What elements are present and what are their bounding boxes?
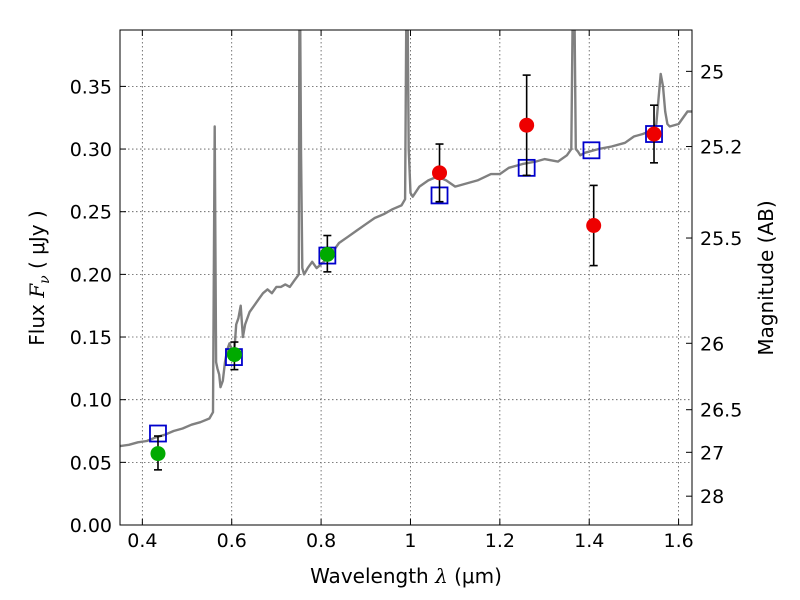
y-right-tick-label: 28: [700, 486, 724, 508]
y-axis-title-symbol: F: [25, 283, 49, 299]
y-tick-label: 0.15: [70, 327, 112, 349]
nir-detection-point: [519, 117, 535, 133]
x-axis-title-prefix: Wavelength: [310, 564, 435, 588]
y-right-tick-label: 26.5: [700, 400, 742, 422]
x-tick-label: 1.2: [485, 530, 515, 552]
y-axis-title-subscript: ν: [37, 275, 53, 284]
y-tick-label: 0.00: [70, 515, 112, 537]
y-axis-title-prefix: Flux: [25, 298, 49, 346]
x-tick-label: 0.6: [217, 530, 247, 552]
y-tick-label: 0.30: [70, 139, 112, 161]
x-axis-title-units: (μm): [448, 564, 502, 588]
y-right-tick-label: 26: [700, 333, 724, 355]
y-tick-label: 0.35: [70, 76, 112, 98]
marker-layer: [149, 74, 663, 471]
optical-detection-point: [150, 446, 166, 462]
optical-detection-point: [319, 246, 335, 262]
y-right-tick-label: 25.2: [700, 137, 742, 159]
y-tick-label: 0.20: [70, 264, 112, 286]
x-tick-label: 0.8: [306, 530, 336, 552]
x-tick-label: 1: [404, 530, 416, 552]
axis-layer: 0.4 0.6 0.8 1 1.2 1.4 1.6 0.00 0.05 0.10 0.15 0.20 0…: [70, 30, 742, 552]
model-photometry-square: [582, 141, 601, 160]
x-tick-label: 1.6: [663, 530, 693, 552]
y-tick-label: 0.10: [70, 390, 112, 412]
nir-detection-point: [646, 126, 662, 142]
optical-detection-point: [226, 347, 242, 363]
y-right-axis-title: Magnitude (AB): [754, 200, 778, 355]
y-right-tick-label: 25: [700, 61, 724, 83]
x-axis-title: Wavelength λ (μm): [310, 564, 502, 588]
y-axis-title: Flux Fν ( μJy ): [25, 210, 53, 345]
y-right-tick-label: 25.5: [700, 228, 742, 250]
nir-detection-point: [586, 217, 602, 233]
y-tick-label: 0.25: [70, 202, 112, 224]
x-axis-title-symbol: λ: [434, 564, 448, 588]
plot-frame: [119, 29, 693, 526]
nir-detection-point: [432, 165, 448, 181]
x-tick-label: 1.4: [574, 530, 604, 552]
y-axis-title-units: ( μJy ): [25, 210, 49, 275]
y-tick-label: 0.05: [70, 452, 112, 474]
x-tick-label: 0.4: [127, 530, 157, 552]
y-right-tick-label: 27: [700, 442, 724, 464]
